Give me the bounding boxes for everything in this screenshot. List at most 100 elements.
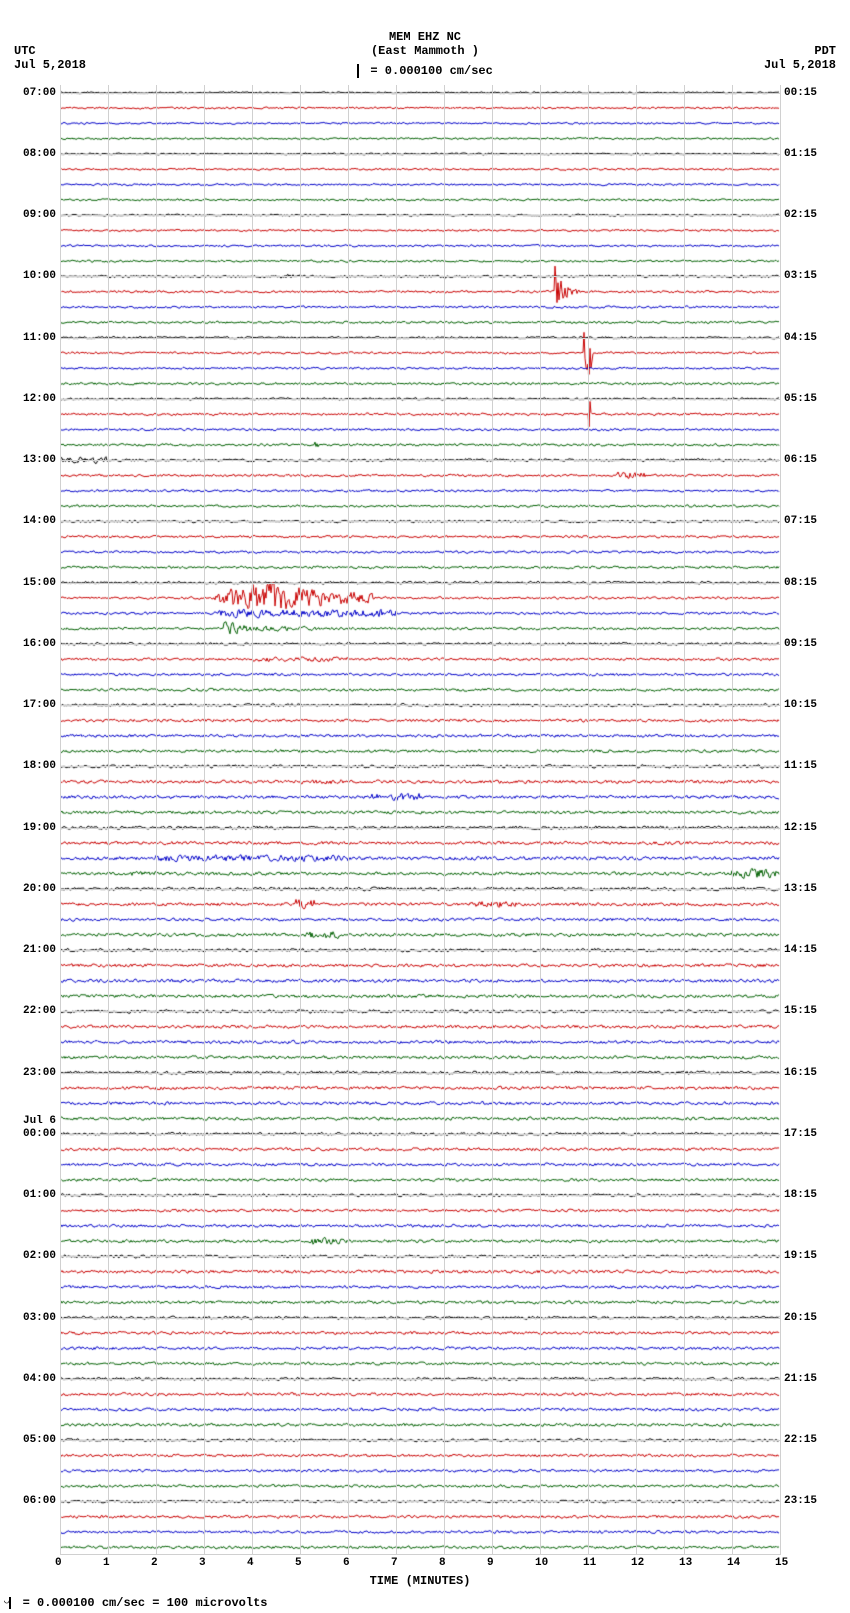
utc-hour-label: 17:00 [23,699,56,711]
x-tick-label: 10 [535,1557,548,1569]
gridline-vertical [684,85,685,1555]
gridline-vertical [444,85,445,1555]
pdt-hour-label: 21:15 [784,1373,817,1385]
x-tick-label: 0 [55,1557,62,1569]
utc-hour-label: 03:00 [23,1312,56,1324]
x-tick-label: 12 [631,1557,644,1569]
pdt-hour-label: 02:15 [784,209,817,221]
gridline-horizontal [60,889,780,890]
pdt-hour-label: 14:15 [784,944,817,956]
pdt-hour-label: 03:15 [784,270,817,282]
utc-hour-label: 20:00 [23,883,56,895]
utc-hour-label: 10:00 [23,270,56,282]
gridline-horizontal [60,460,780,461]
left-timezone: UTC [14,44,36,58]
footer-scale: ◡ = 0.000100 cm/sec = 100 microvolts [4,1596,267,1610]
utc-hour-label: 19:00 [23,822,56,834]
x-tick-label: 14 [727,1557,740,1569]
utc-hour-label: 13:00 [23,454,56,466]
utc-hour-label: 01:00 [23,1189,56,1201]
utc-hour-label: 18:00 [23,760,56,772]
gridline-vertical [252,85,253,1555]
utc-hour-label: 11:00 [23,332,56,344]
gridline-horizontal [60,644,780,645]
pdt-hour-label: 05:15 [784,393,817,405]
gridline-horizontal [60,276,780,277]
gridline-vertical [156,85,157,1555]
gridline-horizontal [60,93,780,94]
pdt-hour-label: 16:15 [784,1067,817,1079]
utc-hour-label: 12:00 [23,393,56,405]
pdt-hour-label: 08:15 [784,577,817,589]
pdt-hour-label: 13:15 [784,883,817,895]
pdt-hour-label: 00:15 [784,87,817,99]
station-line-1: MEM EHZ NC [0,30,850,44]
x-tick-label: 15 [775,1557,788,1569]
gridline-horizontal [60,1073,780,1074]
x-tick-label: 11 [583,1557,596,1569]
utc-hour-label: 09:00 [23,209,56,221]
gridline-horizontal [60,338,780,339]
utc-hour-label: 07:00 [23,87,56,99]
gridline-horizontal [60,1195,780,1196]
x-tick-label: 2 [151,1557,158,1569]
gridline-horizontal [60,1256,780,1257]
gridline-vertical [108,85,109,1555]
gridline-horizontal [60,1134,780,1135]
gridline-vertical [396,85,397,1555]
gridline-horizontal [60,766,780,767]
gridline-horizontal [60,521,780,522]
x-axis-label: TIME (MINUTES) [60,1574,780,1588]
utc-hour-label: 23:00 [23,1067,56,1079]
gridline-horizontal [60,705,780,706]
x-tick-label: 9 [487,1557,494,1569]
gridline-horizontal [60,583,780,584]
x-tick-label: 1 [103,1557,110,1569]
utc-date-extra: Jul 6 [23,1115,56,1127]
gridline-horizontal [60,1554,780,1555]
gridline-horizontal [60,1318,780,1319]
pdt-hour-label: 11:15 [784,760,817,772]
utc-hour-label: 22:00 [23,1005,56,1017]
gridline-horizontal [60,950,780,951]
pdt-hour-label: 07:15 [784,515,817,527]
seismogram-page: MEM EHZ NC (East Mammoth ) = 0.000100 cm… [0,0,850,1613]
pdt-hour-label: 19:15 [784,1250,817,1262]
header-scale-text: = 0.000100 cm/sec [370,64,492,78]
pdt-hour-label: 23:15 [784,1495,817,1507]
gridline-vertical [540,85,541,1555]
utc-hour-label: 00:00 [23,1128,56,1140]
utc-hour-label: 15:00 [23,577,56,589]
x-tick-label: 7 [391,1557,398,1569]
scale-bar-icon [357,64,359,78]
pdt-hour-label: 10:15 [784,699,817,711]
gridline-horizontal [60,828,780,829]
utc-hour-label: 02:00 [23,1250,56,1262]
gridline-horizontal [60,1011,780,1012]
pdt-hour-label: 04:15 [784,332,817,344]
footer-scale-text: = 0.000100 cm/sec = 100 microvolts [23,1596,268,1610]
gridline-horizontal [60,399,780,400]
pdt-hour-label: 20:15 [784,1312,817,1324]
x-tick-label: 6 [343,1557,350,1569]
seismogram-plot [60,85,780,1555]
gridline-horizontal [60,1501,780,1502]
utc-hour-label: 06:00 [23,1495,56,1507]
x-tick-label: 3 [199,1557,206,1569]
utc-hour-label: 16:00 [23,638,56,650]
x-tick-label: 8 [439,1557,446,1569]
x-tick-label: 13 [679,1557,692,1569]
pdt-hour-label: 18:15 [784,1189,817,1201]
pdt-hour-label: 09:15 [784,638,817,650]
utc-hour-label: 05:00 [23,1434,56,1446]
pdt-hour-label: 17:15 [784,1128,817,1140]
gridline-vertical [348,85,349,1555]
gridline-horizontal [60,1379,780,1380]
right-timezone: PDT [814,44,836,58]
gridline-horizontal [60,154,780,155]
scale-bar-icon [9,1597,11,1609]
utc-hour-label: 08:00 [23,148,56,160]
gridline-vertical [204,85,205,1555]
x-tick-label: 5 [295,1557,302,1569]
gridline-vertical [780,85,781,1555]
